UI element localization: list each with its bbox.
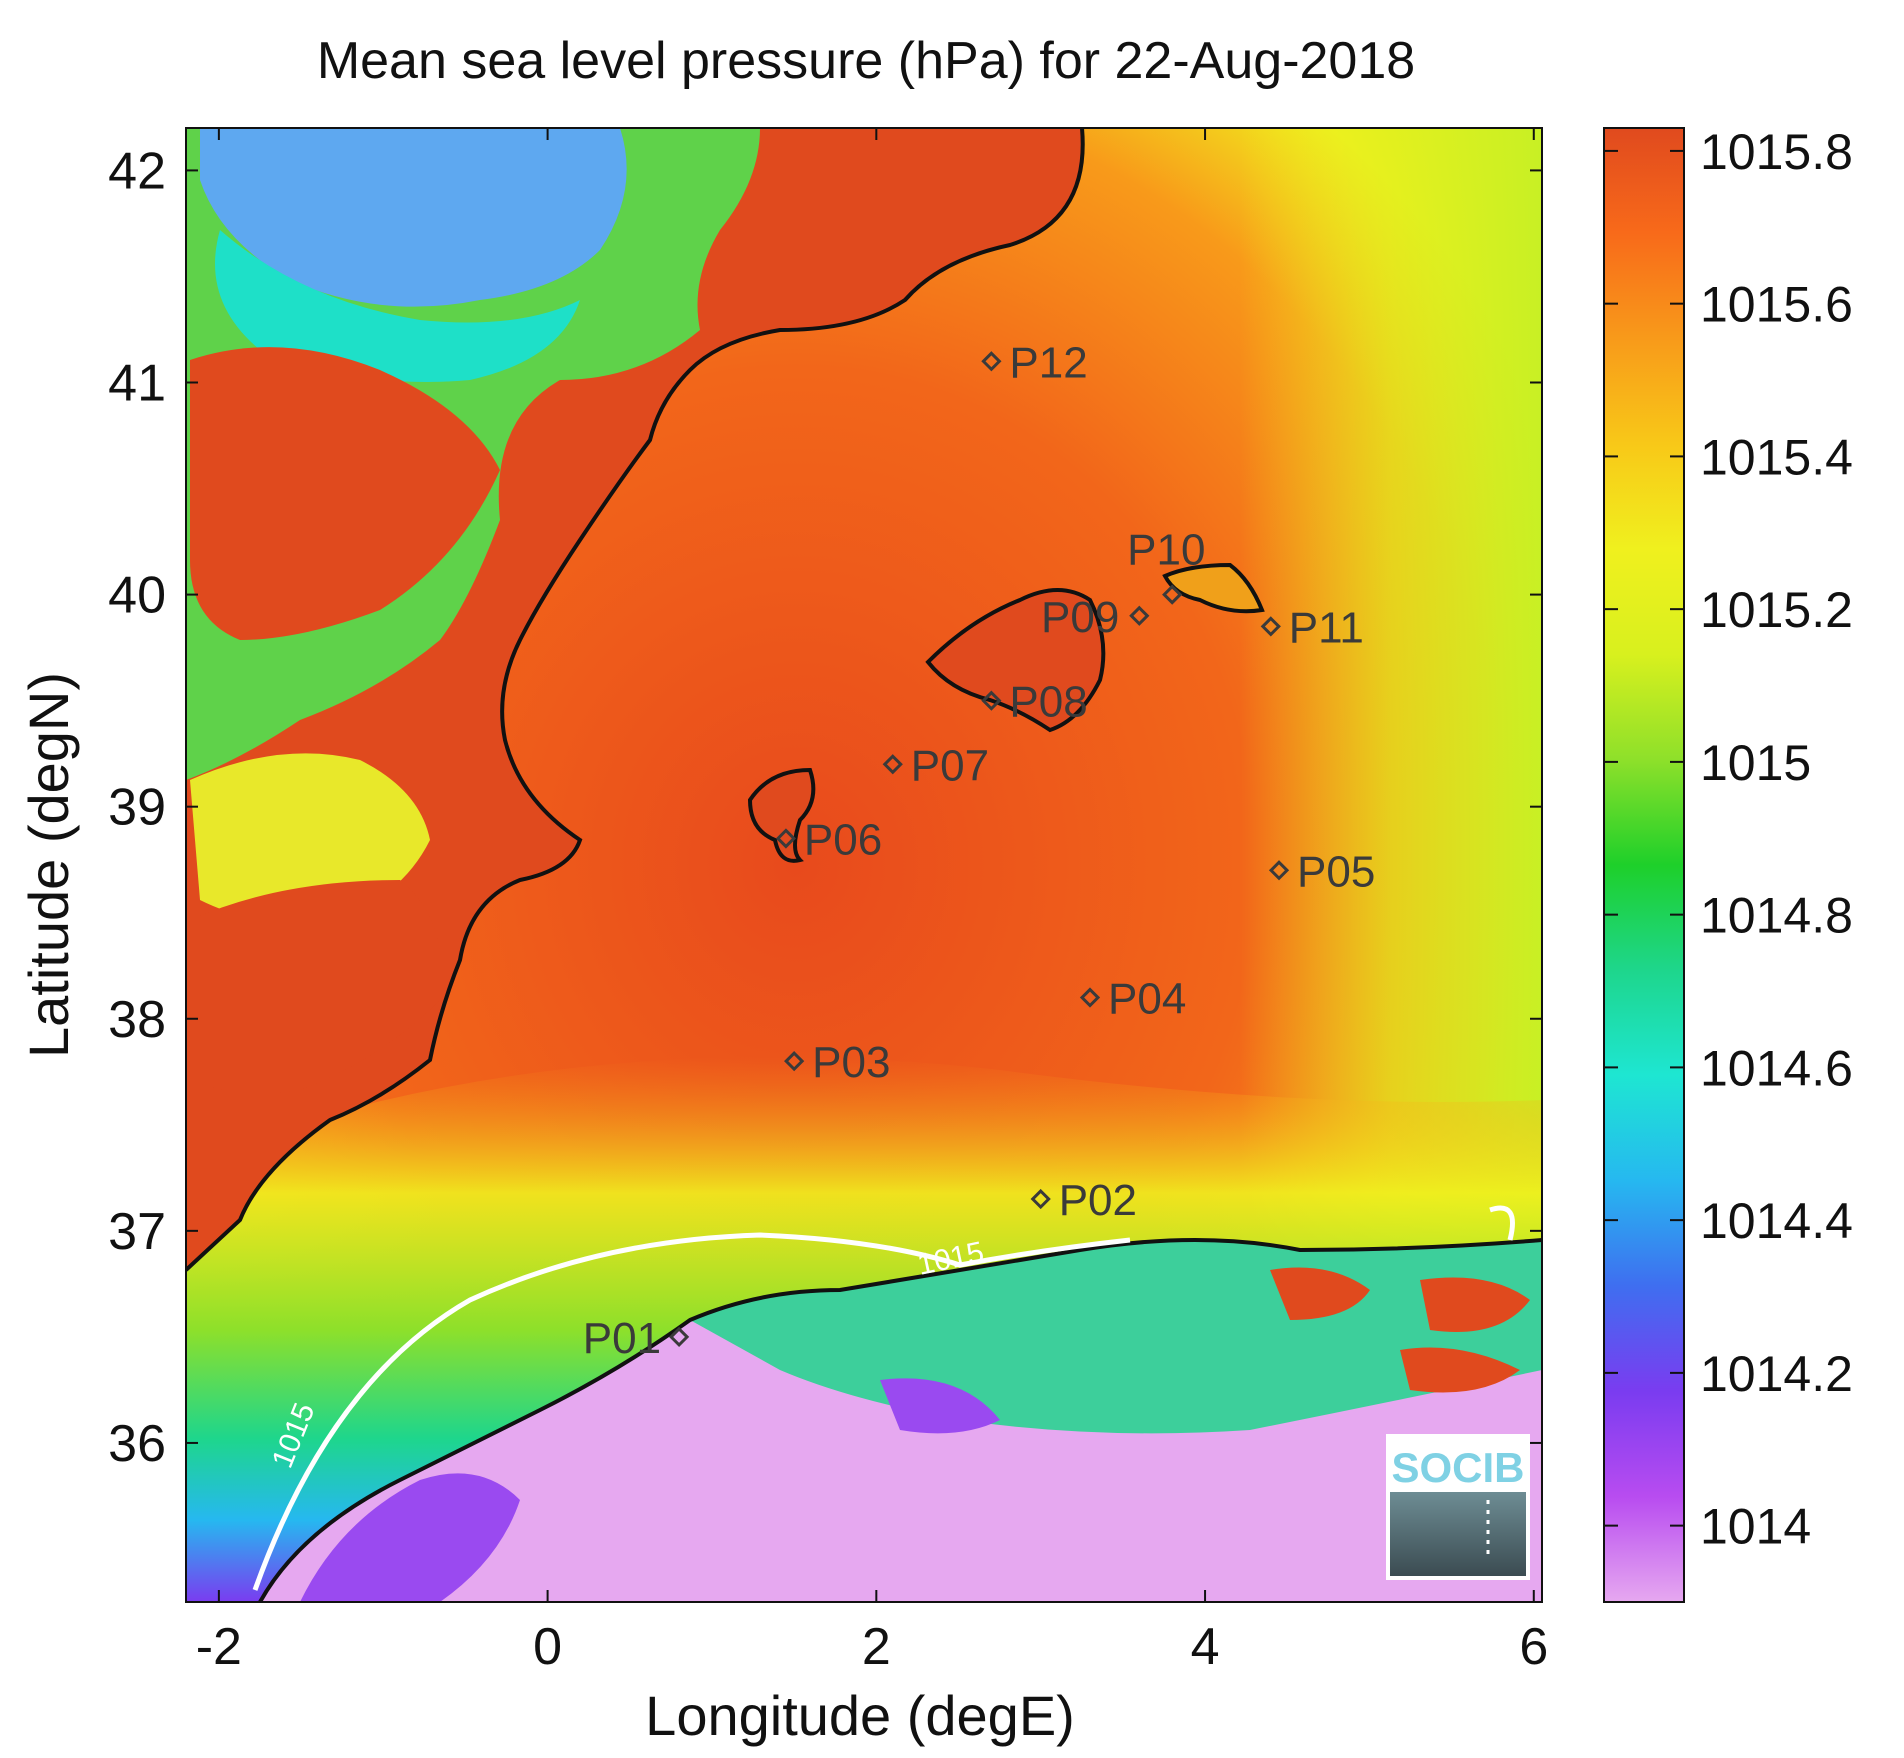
ibiza bbox=[747, 767, 816, 863]
contour-1015 bbox=[252, 1205, 1515, 1591]
y-tick-label: 42 bbox=[108, 142, 166, 200]
iberian-plateau-yellow bbox=[190, 753, 430, 923]
station-label-p09: P09 bbox=[1041, 593, 1119, 642]
station-marker-p01 bbox=[668, 1326, 690, 1348]
station-marker-p09 bbox=[1129, 605, 1150, 626]
menorca bbox=[1162, 562, 1265, 614]
station-label-p11: P11 bbox=[1289, 603, 1364, 652]
north-africa-purple bbox=[300, 1378, 1000, 1602]
station-marker-p02 bbox=[1030, 1188, 1051, 1210]
x-axis: Longitude (degE) -2 0 2 4 6 bbox=[196, 128, 1548, 1747]
iberian-plateau-red bbox=[190, 347, 500, 640]
mallorca bbox=[925, 588, 1106, 733]
iberian-south-red bbox=[190, 880, 442, 1094]
station-label-p06: P06 bbox=[804, 815, 882, 864]
y-tick-label: 40 bbox=[108, 567, 166, 625]
colorbar-tick-label: 1015.2 bbox=[1700, 582, 1853, 638]
station-label-p07: P07 bbox=[911, 741, 989, 790]
colorbar: 1014 1014.2 1014.4 1014.6 1014.8 1015 1015.2 10… bbox=[1603, 124, 1853, 1603]
colorbar-tick-label: 1015 bbox=[1700, 735, 1811, 791]
station-label-p04: P04 bbox=[1108, 975, 1186, 1024]
colorbar-tick-label: 1015.6 bbox=[1700, 277, 1853, 333]
station-label-p02: P02 bbox=[1059, 1176, 1137, 1225]
y-tick-label: 38 bbox=[108, 991, 166, 1049]
y-tick-label: 41 bbox=[108, 355, 166, 413]
colorbar-tick-label: 1015.8 bbox=[1700, 124, 1853, 180]
x-tick-label: 0 bbox=[533, 1618, 562, 1676]
y-tick-label: 39 bbox=[108, 779, 166, 837]
station-marker-p06 bbox=[775, 828, 797, 849]
north-africa-red-patches bbox=[1270, 1267, 1530, 1393]
colorbar-tick-label: 1014 bbox=[1700, 1499, 1811, 1555]
y-tick-label: 36 bbox=[108, 1415, 166, 1473]
colorbar-ramp bbox=[1603, 127, 1685, 1603]
station-label-p12: P12 bbox=[1009, 338, 1087, 387]
station-marker-p05 bbox=[1268, 860, 1290, 881]
x-tick-label: 2 bbox=[862, 1618, 891, 1676]
y-tick-label: 37 bbox=[108, 1203, 166, 1261]
colorbar-tick-label: 1014.8 bbox=[1700, 888, 1853, 944]
iberian-highland-cyan bbox=[200, 128, 627, 307]
y-axis-label: Latitude (degN) bbox=[17, 672, 80, 1058]
station-marker-p04 bbox=[1079, 987, 1101, 1008]
x-tick-label: 4 bbox=[1191, 1618, 1220, 1676]
colorbar-tick-label: 1014.4 bbox=[1700, 1193, 1853, 1249]
plot-frame bbox=[185, 127, 1543, 1603]
map-plot-area: 1015 1015 P01P02P03P04P05P06P07P08P09P10… bbox=[186, 128, 1542, 1602]
x-axis-label: Longitude (degE) bbox=[645, 1684, 1075, 1747]
station-marker-p10 bbox=[1162, 584, 1183, 605]
x-tick-label: -2 bbox=[196, 1618, 242, 1676]
station-marker-p12 bbox=[981, 351, 1002, 372]
station-label-p10: P10 bbox=[1127, 526, 1205, 575]
station-marker-p07 bbox=[882, 754, 903, 775]
iberian-highland-teal bbox=[215, 230, 580, 382]
colorbar-tick-label: 1015.4 bbox=[1700, 429, 1853, 485]
african-coastline bbox=[258, 1238, 1542, 1602]
chart-title: Mean sea level pressure (hPa) for 22-Aug… bbox=[317, 32, 1415, 90]
station-label-p03: P03 bbox=[812, 1038, 890, 1087]
station-label-p01: P01 bbox=[583, 1314, 661, 1363]
x-tick-label: 6 bbox=[1519, 1618, 1548, 1676]
y-axis: Latitude (degN) 36 37 38 39 40 41 42 bbox=[17, 142, 1542, 1473]
iberian-coastline bbox=[186, 128, 1085, 1272]
station-marker-p08 bbox=[981, 690, 1002, 711]
colorbar-tick-label: 1014.6 bbox=[1700, 1040, 1853, 1096]
logo-top bbox=[1388, 1436, 1528, 1492]
socib-logo: SOCIB bbox=[1386, 1434, 1530, 1580]
colorbar-tick-label: 1014.2 bbox=[1700, 1346, 1853, 1402]
logo-text: SOCIB bbox=[1391, 1444, 1524, 1491]
station-label-p08: P08 bbox=[1009, 678, 1087, 727]
station-label-p05: P05 bbox=[1297, 847, 1375, 896]
station-marker-p03 bbox=[784, 1051, 805, 1072]
station-marker-p11 bbox=[1260, 616, 1281, 637]
